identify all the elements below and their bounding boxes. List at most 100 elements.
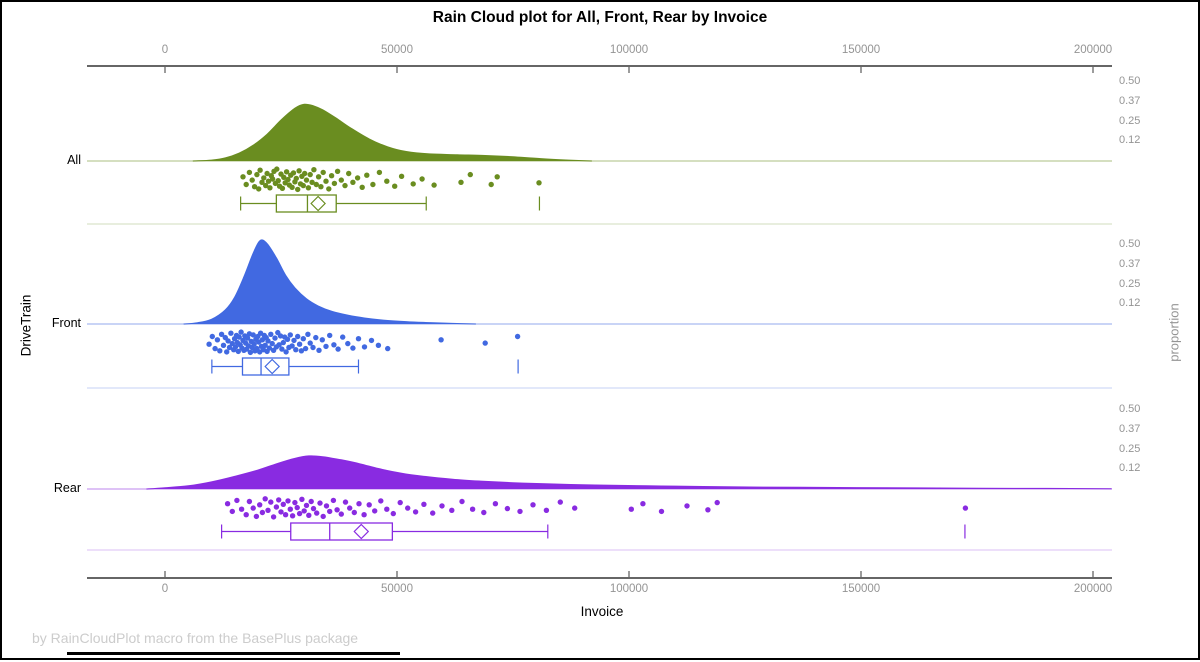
x-axis-bottom-tick-label: 150000 <box>841 583 881 595</box>
data-point <box>342 182 348 189</box>
proportion-tick-label: 0.37 <box>1119 422 1141 435</box>
data-point <box>328 173 335 179</box>
data-point <box>366 502 372 508</box>
data-point <box>482 340 488 346</box>
data-point <box>338 177 344 183</box>
data-point <box>251 184 258 190</box>
data-point <box>303 502 310 509</box>
data-point <box>270 514 277 520</box>
data-point <box>320 513 326 520</box>
data-point <box>375 342 382 348</box>
data-point <box>412 509 419 515</box>
data-point <box>449 507 455 513</box>
data-point <box>517 508 523 515</box>
data-point <box>572 505 578 511</box>
data-point <box>326 186 332 192</box>
data-point <box>284 336 291 342</box>
data-point <box>276 342 282 348</box>
data-point <box>299 496 305 502</box>
data-point <box>458 179 464 185</box>
data-point <box>257 167 263 173</box>
data-point <box>236 334 242 340</box>
data-point <box>640 501 646 507</box>
data-point <box>405 505 411 511</box>
data-point <box>330 497 337 504</box>
data-point <box>310 505 317 512</box>
data-point <box>390 510 396 517</box>
mean-diamond <box>264 358 281 375</box>
data-point <box>430 510 436 516</box>
data-point <box>313 334 319 341</box>
data-point <box>488 181 494 188</box>
data-point <box>334 168 341 174</box>
data-point <box>254 171 260 178</box>
data-point <box>331 180 338 187</box>
data-point <box>397 499 403 506</box>
data-point <box>684 503 690 509</box>
x-axis-label: Invoice <box>580 604 624 619</box>
data-point <box>658 508 665 515</box>
data-point <box>372 508 378 514</box>
data-point <box>263 182 269 189</box>
data-point <box>268 499 274 505</box>
data-point <box>378 498 384 504</box>
data-point <box>279 346 285 352</box>
data-point <box>308 498 314 505</box>
data-point <box>335 346 341 352</box>
data-point <box>296 168 302 174</box>
data-point <box>359 184 365 190</box>
data-point <box>253 513 260 520</box>
data-point <box>285 176 291 183</box>
data-point <box>289 184 295 190</box>
data-point <box>243 181 249 188</box>
data-point <box>318 184 324 190</box>
data-point <box>384 178 390 184</box>
data-point <box>298 348 305 354</box>
data-point <box>290 170 297 176</box>
data-point <box>342 499 349 505</box>
data-point <box>323 503 330 509</box>
data-point <box>398 173 405 179</box>
data-point <box>536 180 542 186</box>
footnote: by RainCloudPlot macro from the BasePlus… <box>32 630 359 646</box>
data-point <box>514 333 521 340</box>
data-point <box>356 501 362 507</box>
density-outline <box>183 239 476 325</box>
data-point <box>243 512 249 518</box>
data-point <box>275 178 281 184</box>
data-point <box>251 341 257 347</box>
data-point <box>265 178 272 184</box>
data-point <box>385 345 391 352</box>
data-point <box>296 510 303 517</box>
chart-title: Rain Cloud plot for All, Front, Rear by … <box>432 9 768 26</box>
data-point <box>316 347 322 353</box>
data-point <box>354 175 361 181</box>
data-point <box>292 499 298 506</box>
data-point <box>361 344 368 350</box>
data-point <box>261 175 267 181</box>
data-point <box>283 169 290 175</box>
data-point <box>250 332 256 338</box>
data-point <box>277 333 284 339</box>
data-point <box>368 337 375 344</box>
data-point <box>289 513 296 519</box>
data-point <box>265 507 271 513</box>
data-point <box>557 499 563 505</box>
bottom-rule <box>67 652 400 655</box>
data-point <box>439 503 445 509</box>
x-axis-bottom-tick-label: 100000 <box>609 583 649 595</box>
data-point <box>232 344 239 350</box>
data-point <box>296 341 303 347</box>
data-point <box>331 342 337 348</box>
data-point <box>214 337 221 343</box>
data-point <box>350 179 356 185</box>
data-point <box>459 498 465 505</box>
data-point <box>283 349 289 355</box>
density-curve <box>192 104 592 161</box>
data-point <box>218 331 225 337</box>
data-point <box>244 335 251 341</box>
data-point <box>327 508 333 515</box>
data-point <box>246 169 253 176</box>
data-point <box>269 176 276 182</box>
data-point <box>300 182 306 189</box>
